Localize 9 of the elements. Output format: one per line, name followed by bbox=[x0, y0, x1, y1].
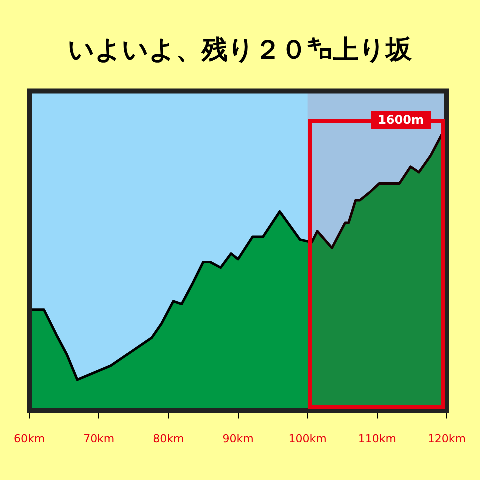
x-tick-label: 60km bbox=[14, 432, 46, 446]
x-tick-label: 110km bbox=[358, 432, 396, 446]
x-tick-label: 120km bbox=[428, 432, 466, 446]
x-tick-label: 90km bbox=[222, 432, 254, 446]
chart-title: いよいよ、残り２０㌔上り坂 bbox=[68, 35, 413, 66]
x-tick-label: 70km bbox=[84, 432, 115, 446]
band-label: 1600m bbox=[371, 111, 431, 130]
x-tick-label: 80km bbox=[153, 432, 184, 446]
x-tick-label: 100km bbox=[288, 432, 327, 446]
